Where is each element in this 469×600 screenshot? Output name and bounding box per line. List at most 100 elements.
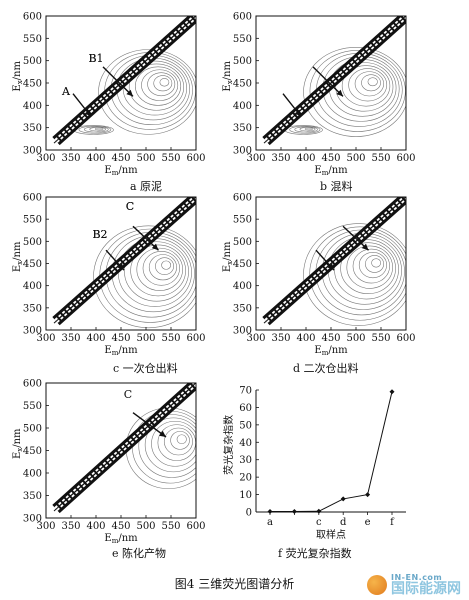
contour-panel-e: 300 350 400 450 500 550 6003003504004505005506…	[12, 379, 211, 546]
contour-ring	[355, 72, 384, 96]
panel-f-chart: 0 10 20 30 40 50 60 70 a c d e f 取样点 荧光复杂指数	[222, 386, 406, 542]
contour-ring	[149, 254, 177, 279]
globe-logo-icon	[367, 575, 387, 595]
contour-ring	[372, 259, 381, 267]
x-axis-label-unit: /nm	[118, 165, 138, 176]
x-tick-label: 600	[396, 153, 415, 164]
contour-ring	[361, 75, 380, 91]
contour-panel-a: 300 350 400 450 500 550 6003003504004505005506…	[12, 12, 206, 178]
y-tick-label: 500	[23, 424, 42, 435]
x-tick-label: 550	[161, 153, 180, 164]
y-tick-label: 350	[23, 491, 42, 502]
x-tick-label: 550	[371, 153, 390, 164]
contour-ring	[359, 252, 387, 277]
contour-ring	[164, 428, 192, 455]
contour-ring	[148, 73, 175, 96]
y-tick-label: 500	[233, 56, 252, 67]
y-tick-label: 300	[23, 146, 42, 157]
data-point	[292, 509, 297, 514]
x-tick-label: 450	[111, 333, 130, 344]
y-tick-label: 400	[23, 281, 42, 292]
y-tick-label: 400	[23, 101, 42, 112]
y-tick-label: 600	[233, 12, 252, 23]
contour-ring	[158, 425, 196, 461]
contour-panel-c: 300 350 400 450 500 550 6003003504004505005506…	[12, 193, 206, 358]
y-axis-label: Ex/nm	[12, 428, 24, 459]
contour-ring	[365, 255, 383, 272]
contour-lines	[54, 14, 199, 143]
x-axis-label: 取样点	[316, 528, 346, 541]
x-tick-label: 500	[136, 521, 155, 532]
y-tick-label: 400	[233, 101, 252, 112]
y-tick-label: 500	[23, 237, 42, 248]
contour-ring	[368, 78, 378, 86]
x-tick-label: 400	[296, 153, 315, 164]
y-axis-label: Ex/nm	[222, 241, 234, 272]
x-tick-label: c	[316, 517, 322, 528]
x-tick-label: 600	[186, 333, 205, 344]
y-axis-label-unit: /nm	[12, 428, 23, 448]
x-tick-label: 600	[186, 521, 205, 532]
y-tick-label: 30	[239, 455, 252, 466]
contour-lines	[54, 195, 204, 328]
panel-f-caption: f 荧光复杂指数	[278, 545, 352, 561]
y-tick-label: 350	[233, 123, 252, 134]
x-tick-label: 500	[346, 333, 365, 344]
x-tick-label: 350	[61, 333, 80, 344]
scatter-band-edge	[54, 385, 194, 511]
x-axis-label: Em/nm	[104, 165, 138, 177]
contour-lines	[264, 14, 409, 143]
x-tick-label: 350	[271, 333, 290, 344]
x-tick-label: 450	[111, 521, 130, 532]
y-tick-label: 600	[23, 193, 42, 204]
contour-ring	[95, 128, 103, 130]
y-tick-label: 70	[239, 386, 252, 397]
x-tick-label: 450	[321, 333, 340, 344]
y-tick-label: 300	[23, 326, 42, 337]
x-axis-label-unit: /nm	[118, 533, 138, 544]
y-tick-label: 350	[23, 123, 42, 134]
site-watermark: IN-EN.com 国际能源网	[367, 574, 461, 596]
x-tick-label: e	[365, 517, 371, 528]
data-point	[268, 509, 273, 514]
x-tick-label: 400	[86, 333, 105, 344]
y-tick-label: 450	[23, 446, 42, 457]
contour-ring	[162, 261, 171, 269]
y-axis-label-unit: /nm	[12, 241, 23, 261]
contour-ring	[154, 76, 172, 91]
y-tick-label: 400	[23, 469, 42, 480]
panel-a-caption: a 原泥	[130, 178, 162, 194]
y-axis-label-unit: /nm	[12, 61, 23, 81]
y-tick-label: 300	[23, 514, 42, 525]
y-tick-label: 500	[233, 237, 252, 248]
x-tick-label: 500	[136, 333, 155, 344]
annotation-label: B1	[88, 52, 103, 65]
y-axis-label: Ex/nm	[12, 241, 24, 272]
x-axis-label: Em/nm	[104, 533, 138, 545]
contour-ring	[305, 128, 313, 130]
x-axis-label: Em/nm	[104, 345, 138, 357]
y-tick-label: 300	[233, 146, 252, 157]
y-tick-label: 550	[23, 401, 42, 412]
x-axis-label: Em/nm	[314, 345, 348, 357]
y-tick-label: 450	[23, 79, 42, 90]
annotation-label: C	[124, 388, 132, 401]
contour-ring	[160, 78, 169, 86]
contour-ring	[171, 431, 190, 449]
panel-e-caption: e 陈化产物	[112, 545, 166, 561]
y-axis-label-unit: /nm	[222, 241, 233, 261]
series-line	[270, 392, 392, 512]
y-tick-label: 40	[239, 438, 252, 449]
y-axis-label-unit: /nm	[222, 61, 233, 81]
x-tick-label: 350	[61, 153, 80, 164]
x-tick-label: 600	[186, 153, 205, 164]
x-tick-label: 550	[161, 333, 180, 344]
contour-ring	[155, 258, 173, 275]
x-tick-label: 550	[371, 333, 390, 344]
panel-c-caption: c 一次仓出料	[113, 360, 178, 376]
data-point	[390, 389, 395, 394]
y-tick-label: 20	[239, 473, 252, 484]
y-axis-label: Ex/nm	[222, 61, 234, 92]
x-tick-label: 550	[161, 521, 180, 532]
annotation-label: B2	[92, 228, 107, 241]
